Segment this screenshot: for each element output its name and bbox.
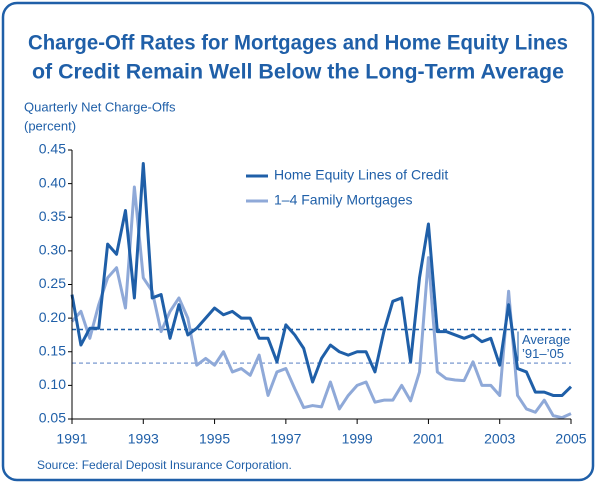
annotation: ’91–’05: [522, 346, 564, 361]
x-tick-label: 2005: [555, 431, 586, 447]
y-tick-label: 0.30: [39, 242, 66, 258]
x-tick-label: 2003: [484, 431, 515, 447]
y-tick-label: 0.15: [39, 342, 66, 358]
source: Source: Federal Deposit Insurance Corpor…: [37, 458, 292, 472]
y-axis-label: (percent): [24, 118, 76, 133]
y-axis-label: Quarterly Net Charge-Offs: [24, 99, 176, 114]
legend-label: Home Equity Lines of Credit: [274, 167, 448, 183]
x-tick-label: 1993: [128, 431, 159, 447]
y-tick-label: 0.25: [39, 275, 66, 291]
y-tick-label: 0.05: [39, 410, 66, 426]
chart-title: Charge-Off Rates for Mortgages and Home …: [28, 32, 568, 55]
x-tick-label: 1999: [342, 431, 373, 447]
x-tick-label: 1991: [56, 431, 87, 447]
x-tick-label: 2001: [413, 431, 444, 447]
y-tick-label: 0.20: [39, 309, 66, 325]
series-line: [70, 185, 572, 420]
y-tick-label: 0.10: [39, 376, 66, 392]
x-tick-label: 1997: [270, 431, 301, 447]
y-tick-label: 0.35: [39, 208, 66, 224]
x-tick-label: 1995: [199, 431, 230, 447]
y-tick-label: 0.45: [39, 141, 66, 157]
chart-title: of Credit Remain Well Below the Long-Ter…: [32, 61, 564, 84]
legend-label: 1–4 Family Mortgages: [274, 192, 413, 208]
y-tick-label: 0.40: [39, 174, 66, 190]
series-line: [70, 161, 573, 397]
annotation: Average: [522, 332, 570, 347]
